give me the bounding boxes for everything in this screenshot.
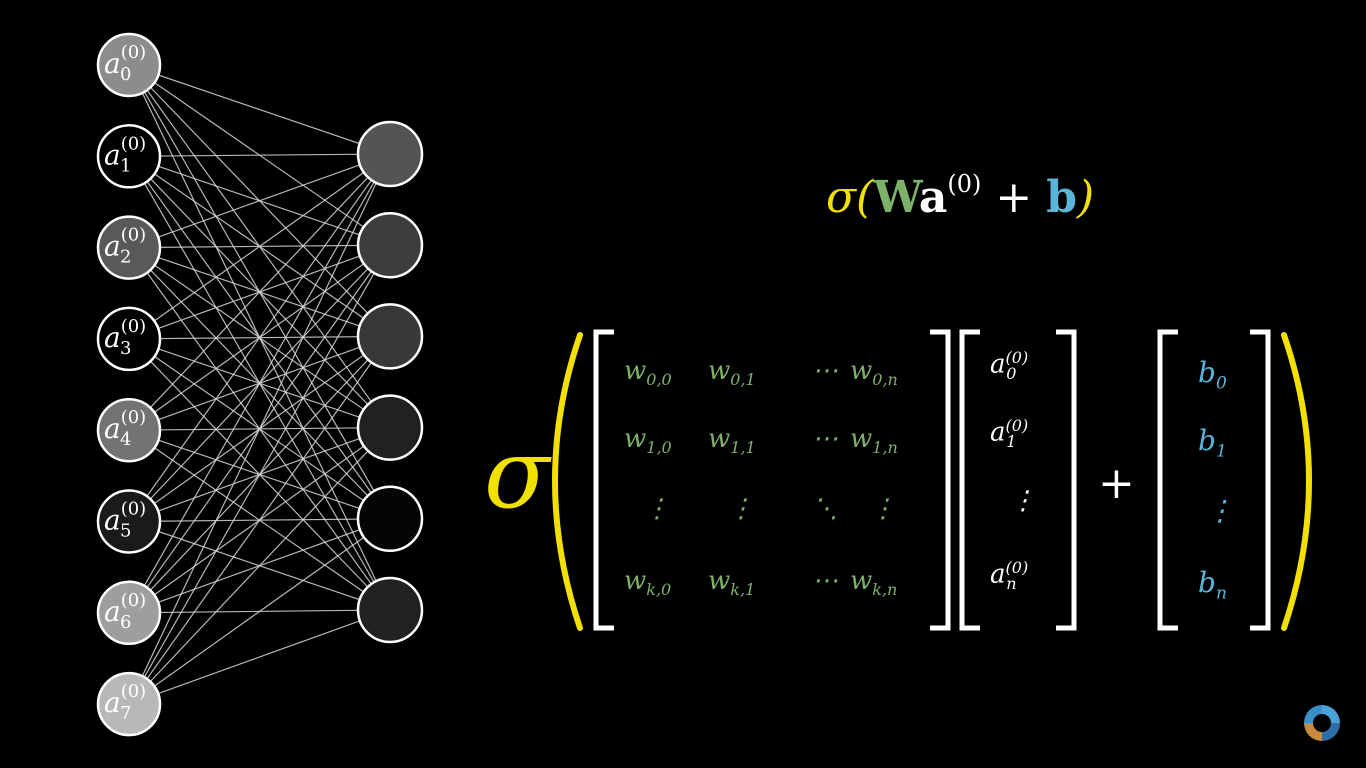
input-neuron-label: a(0) 1 bbox=[104, 133, 146, 176]
activation-entry: a(0)1 bbox=[990, 416, 1029, 451]
activations-right-bracket bbox=[1056, 329, 1077, 631]
weight-entry: ⋱ bbox=[812, 494, 838, 524]
channel-logo-icon bbox=[1304, 705, 1340, 741]
edge bbox=[128, 153, 391, 340]
network-edges bbox=[128, 64, 391, 705]
input-neuron-label: a(0) 2 bbox=[104, 225, 146, 268]
activation-vector-symbol: a bbox=[918, 172, 948, 223]
weight-entry: w0,1 bbox=[708, 356, 756, 390]
output-neuron bbox=[356, 576, 424, 644]
activation-entry: a(0)0 bbox=[990, 348, 1029, 383]
input-neuron-label: a(0) 3 bbox=[104, 316, 146, 359]
open-paren: ( bbox=[856, 172, 874, 223]
input-neuron-circle bbox=[96, 32, 162, 98]
weight-entry: w1,0 bbox=[624, 424, 672, 458]
input-neuron: a(0) 7 bbox=[96, 671, 162, 737]
sigma-symbol: σ bbox=[826, 172, 857, 223]
weight-entry: ⋯ bbox=[812, 424, 838, 454]
plus-sign: + bbox=[995, 172, 1033, 223]
weight-entry: w0,n bbox=[850, 356, 898, 390]
input-neuron-circle bbox=[96, 671, 162, 737]
input-neuron: a(0) 5 bbox=[96, 489, 162, 554]
edge bbox=[128, 153, 391, 614]
edge bbox=[128, 64, 391, 155]
input-neuron: a(0) 6 bbox=[96, 580, 162, 646]
weight-entry: ⋮ bbox=[870, 494, 896, 524]
weight-entry: ⋮ bbox=[644, 494, 670, 524]
edge bbox=[128, 244, 391, 705]
input-neuron-circle bbox=[96, 306, 162, 372]
right-paren-big bbox=[1281, 332, 1312, 631]
activation-entry: ⋮ bbox=[1010, 486, 1036, 516]
input-neuron: a(0) 1 bbox=[96, 124, 162, 189]
matrix-plus-sign: + bbox=[1098, 458, 1135, 509]
close-paren: ) bbox=[1076, 172, 1095, 223]
edge bbox=[128, 153, 391, 249]
weights-left-bracket bbox=[593, 329, 614, 631]
edge bbox=[128, 427, 391, 705]
input-neuron-label: a(0) 7 bbox=[104, 681, 146, 724]
bias-entry: bn bbox=[1198, 566, 1227, 604]
edge bbox=[128, 153, 391, 431]
output-neuron bbox=[356, 394, 424, 461]
weight-entry: w0,0 bbox=[624, 356, 672, 390]
bias-left-bracket bbox=[1157, 329, 1178, 631]
output-neuron bbox=[356, 120, 424, 188]
edge bbox=[128, 336, 391, 705]
input-neuron: a(0) 4 bbox=[96, 397, 162, 463]
input-neuron-label: a(0) 0 bbox=[104, 42, 146, 85]
input-neuron-label: a(0) 4 bbox=[104, 407, 146, 450]
matrix-sigma-symbol: σ bbox=[484, 418, 550, 530]
weight-matrix-symbol: W bbox=[873, 172, 919, 223]
activation-entry: a(0)n bbox=[990, 558, 1029, 593]
weights-right-bracket bbox=[930, 329, 951, 631]
bias-vector-symbol: b bbox=[1046, 172, 1077, 223]
input-neuron-circle bbox=[96, 489, 162, 554]
activations-left-bracket bbox=[959, 329, 980, 631]
weight-entry: ⋯ bbox=[812, 356, 838, 386]
input-neuron-circle bbox=[96, 397, 162, 463]
input-neuron-circle bbox=[96, 124, 162, 189]
bias-entry: b0 bbox=[1198, 356, 1227, 394]
weight-entry: ⋮ bbox=[728, 494, 754, 524]
edge bbox=[128, 609, 391, 705]
output-layer bbox=[356, 120, 424, 644]
edge bbox=[128, 153, 391, 522]
input-neuron: a(0) 0 bbox=[96, 32, 162, 98]
bias-entry: b1 bbox=[1198, 424, 1227, 462]
input-neuron-circle bbox=[96, 580, 162, 646]
left-paren-big bbox=[552, 332, 583, 631]
input-neuron-circle bbox=[96, 215, 162, 280]
bias-entry: ⋮ bbox=[1206, 494, 1234, 527]
input-neuron: a(0) 2 bbox=[96, 215, 162, 280]
output-neuron bbox=[356, 303, 424, 370]
input-neuron-label: a(0) 6 bbox=[104, 590, 146, 633]
edge bbox=[128, 153, 391, 705]
weight-entry: wk,1 bbox=[708, 566, 756, 600]
input-layer: a(0) 0 a(0) 1 a(0) 2 a(0) 3 a(0) 4 a(0) 5 a(0) 6 a(0) 7 bbox=[96, 32, 162, 737]
bias-right-bracket bbox=[1250, 329, 1271, 631]
equation-summary: σ(Wa(0) + b) bbox=[826, 170, 1095, 223]
output-neuron bbox=[356, 485, 424, 553]
edge bbox=[128, 518, 391, 705]
activation-superscript: (0) bbox=[947, 170, 982, 199]
weight-entry: ⋯ bbox=[812, 566, 838, 596]
weight-entry: wk,n bbox=[850, 566, 898, 600]
output-neuron bbox=[356, 211, 424, 279]
weight-entry: w1,n bbox=[850, 424, 898, 458]
weight-entry: wk,0 bbox=[624, 566, 672, 600]
input-neuron-label: a(0) 5 bbox=[104, 499, 146, 542]
weight-entry: w1,1 bbox=[708, 424, 756, 458]
input-neuron: a(0) 3 bbox=[96, 306, 162, 372]
edge bbox=[128, 153, 391, 157]
